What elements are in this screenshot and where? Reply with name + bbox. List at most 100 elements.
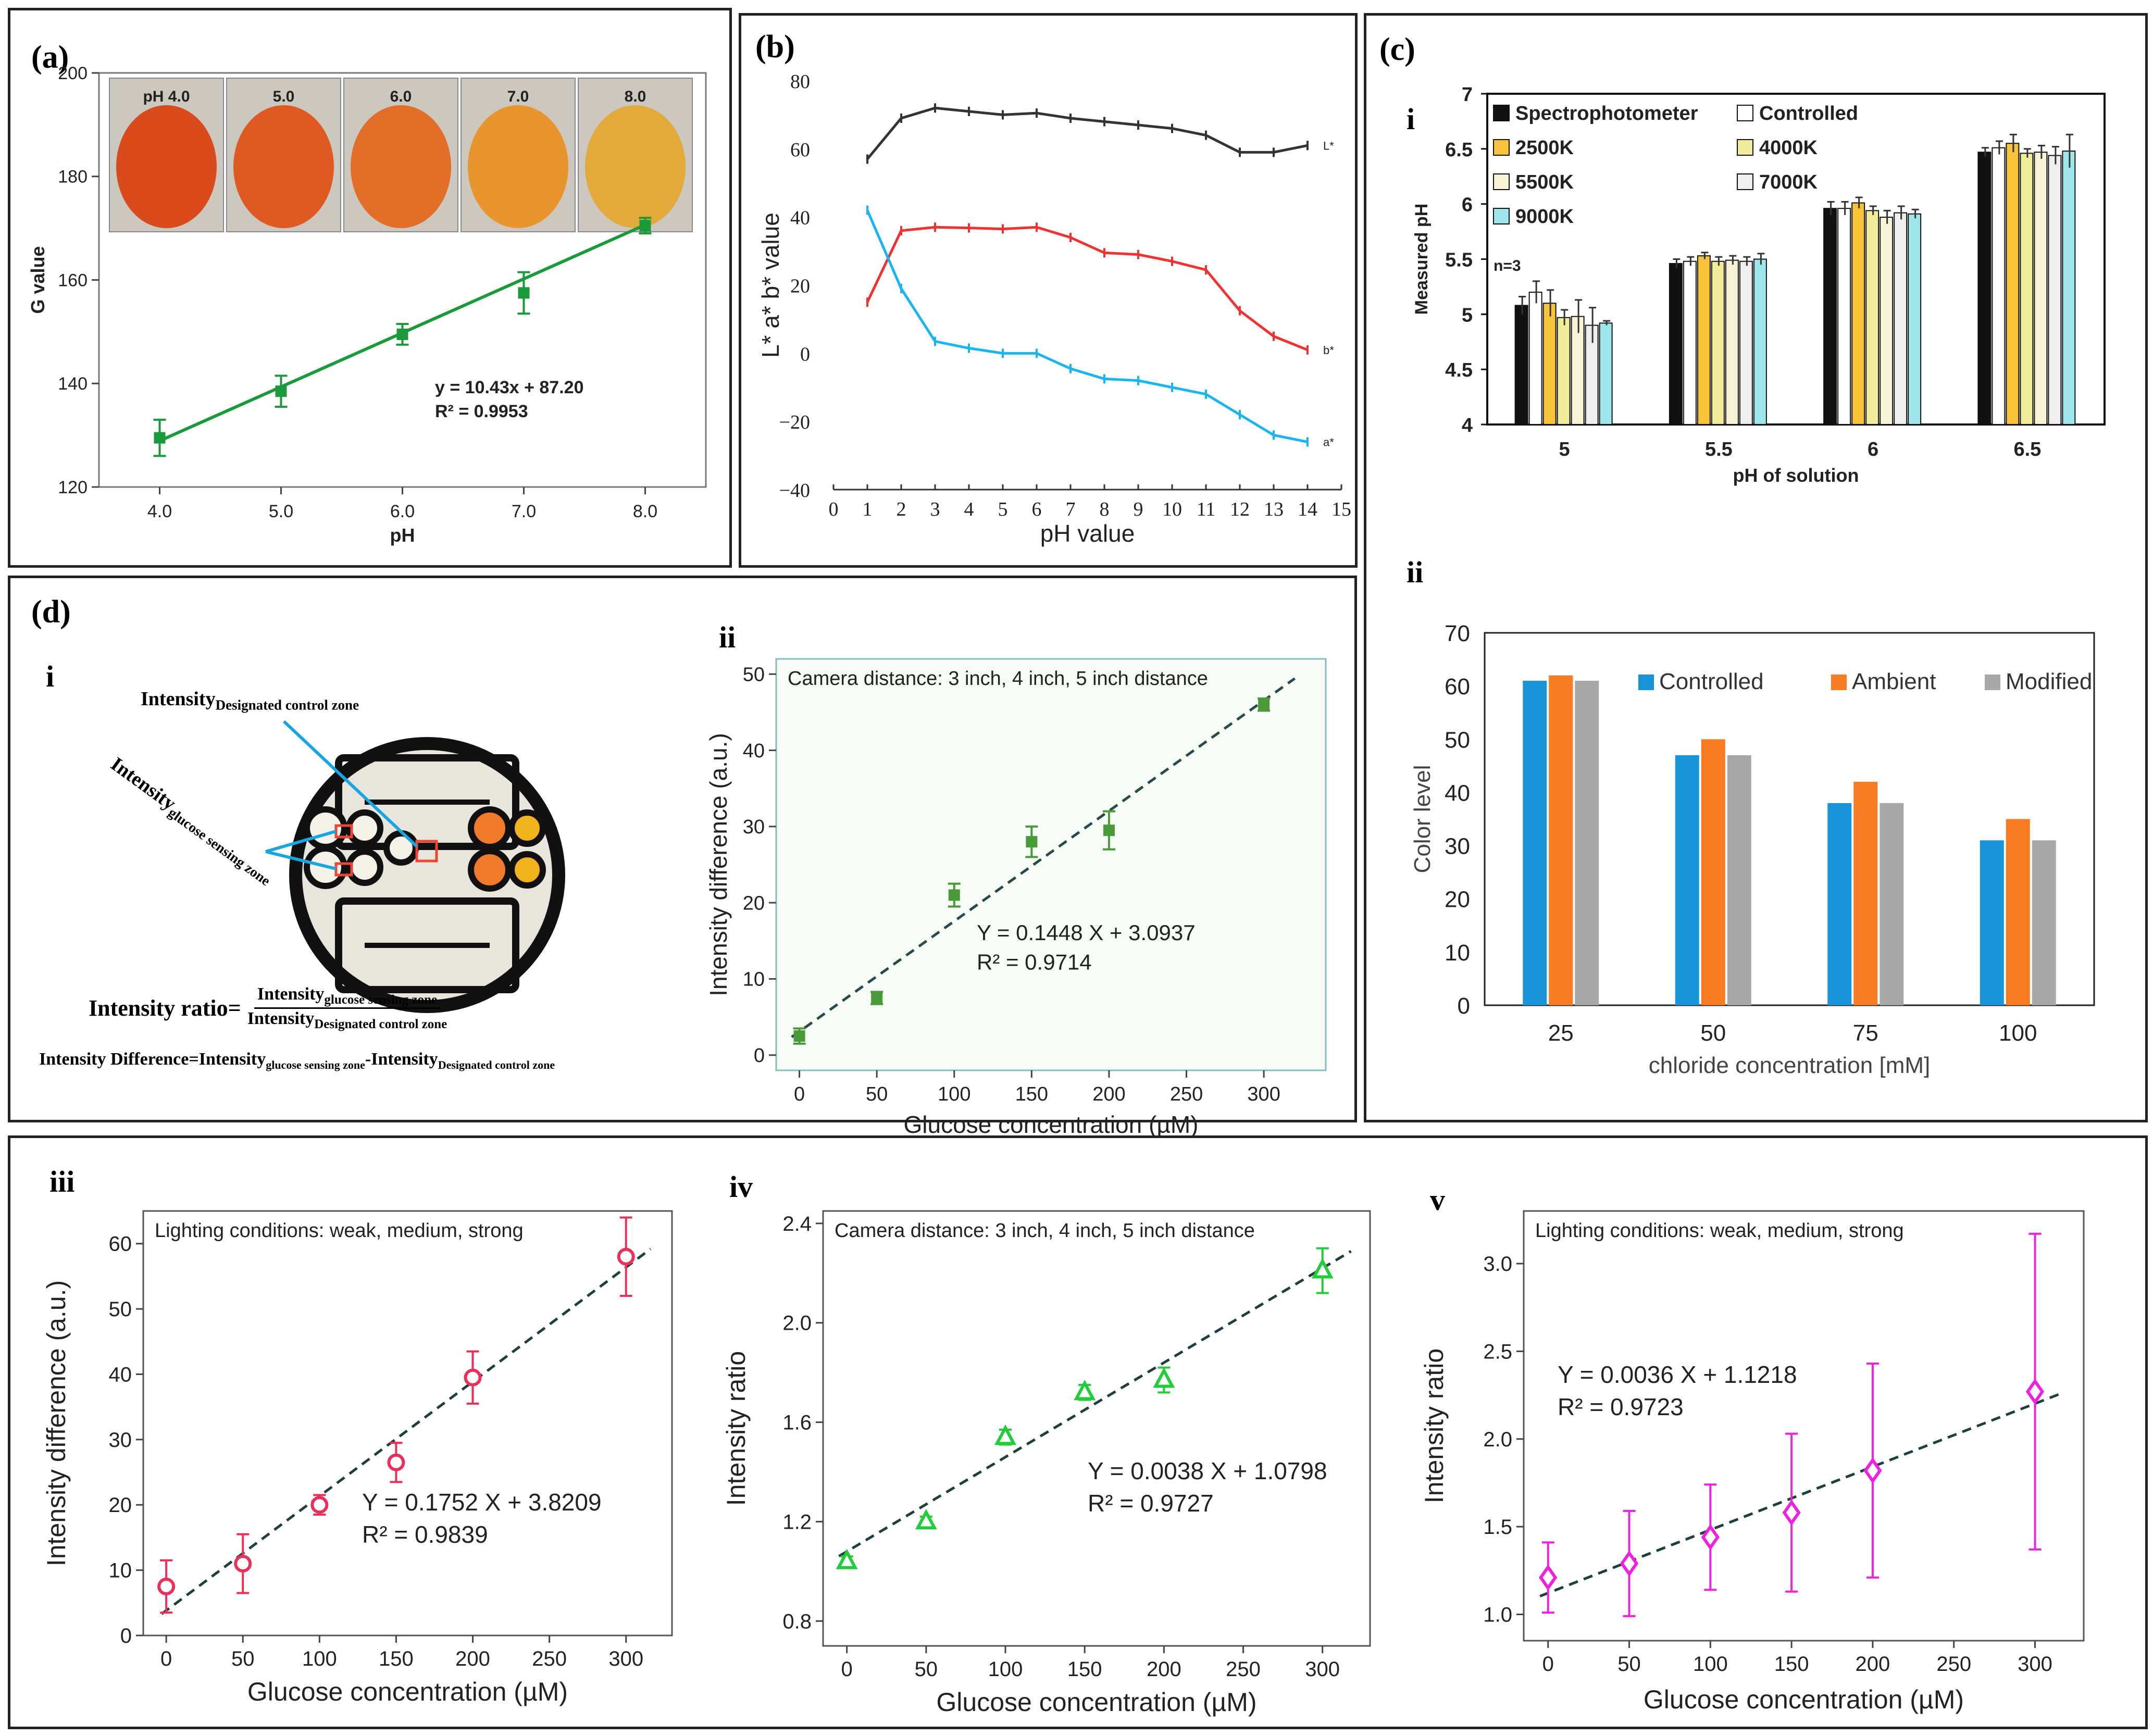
d-iii-xtick-label: 50 <box>231 1647 255 1670</box>
c-ii-legend-label: Modified <box>2006 669 2092 694</box>
d-iii-point <box>157 1577 176 1595</box>
c-i-legend-swatch <box>1737 105 1753 121</box>
b-xtick-label: 12 <box>1230 498 1250 520</box>
c-i-bar <box>2048 155 2062 425</box>
d-v-ylabel: Intensity ratio <box>1420 1348 1449 1503</box>
panel-d-sub-iv: iv <box>729 1170 753 1204</box>
ratio-num-sub: glucose sensing zone <box>324 992 438 1007</box>
a-xtick-label: 5.0 <box>269 502 293 521</box>
a-point <box>639 220 651 232</box>
c-i-bar <box>1571 316 1585 425</box>
d-iii-ytick-label: 20 <box>109 1494 132 1517</box>
d-iii-point <box>310 1496 329 1514</box>
c-i-bar <box>1599 322 1613 425</box>
d-iii-ytick-label: 60 <box>109 1233 132 1256</box>
d-ii-ytick-label: 20 <box>743 892 765 914</box>
d-iii-ytick-label: 50 <box>109 1298 132 1321</box>
c-i-bar <box>2020 153 2034 425</box>
d-iv-point <box>1153 1367 1175 1388</box>
d-iv-ytick-label: 0.8 <box>782 1610 812 1633</box>
d-v-point <box>1863 1457 1882 1484</box>
c-ii-bar <box>2032 840 2056 1005</box>
d-v-xlabel: Glucose concentration (µM) <box>1644 1685 1964 1714</box>
d-ii-point <box>948 889 960 901</box>
d-ii-point <box>1103 825 1115 836</box>
c-ii-ytick-label: 10 <box>1445 940 1470 966</box>
a-point <box>518 287 530 299</box>
diff-sub1: glucose sensing zone <box>266 1058 365 1071</box>
c-i-bar <box>1697 255 1711 425</box>
c-i-bar <box>1542 303 1557 426</box>
a-xtick-label: 4.0 <box>147 502 172 521</box>
panel-d-lower-frame <box>8 1135 2148 1729</box>
b-ytick-label: 80 <box>790 71 810 93</box>
ratio-fraction: Intensityglucose sensing zone IntensityD… <box>244 984 451 1032</box>
d-iv-point <box>836 1548 858 1569</box>
d-v-fit-line <box>1539 1392 2062 1597</box>
c-i-legend-swatch <box>1493 105 1510 121</box>
panel-d-label: (d) <box>31 594 71 630</box>
b-ytick-label: −20 <box>779 411 810 433</box>
a-xtick-label: 6.0 <box>390 502 415 521</box>
b-ytick-label: 0 <box>800 343 810 365</box>
photo-ph-label: 6.0 <box>390 88 412 105</box>
d-v-xtick-label: 100 <box>1693 1653 1728 1676</box>
d-iii-r-squared: R² = 0.9839 <box>362 1521 488 1548</box>
d-v-point <box>1701 1524 1720 1551</box>
b-xtick-label: 1 <box>863 498 873 520</box>
photo-sample-spot <box>116 105 217 228</box>
b-ytick-label: −40 <box>779 480 810 502</box>
b-series-end-label: a* <box>1323 435 1334 448</box>
c-ii-bar <box>1853 782 1878 1005</box>
c-i-note: n=3 <box>1494 257 1521 274</box>
d-v-xtick-label: 200 <box>1856 1653 1890 1676</box>
b-xtick-label: 10 <box>1162 498 1182 520</box>
d-iii-xtick-label: 150 <box>379 1647 414 1670</box>
c-ii-ytick-label: 70 <box>1445 621 1470 646</box>
b-xtick-label: 9 <box>1134 498 1143 520</box>
d-v-xtick-label: 150 <box>1774 1653 1809 1676</box>
d-v-plot-frame <box>1523 1210 2085 1642</box>
d-ii-point <box>871 992 883 1004</box>
d-ii-point <box>1026 836 1038 848</box>
b-xtick-label: 4 <box>964 498 974 520</box>
c-i-ytick-label: 6 <box>1462 194 1473 216</box>
c-i-legend-label: Spectrophotometer <box>1515 103 1698 124</box>
a-ylabel: G value <box>27 246 48 314</box>
c-ii-bar <box>2006 819 2030 1005</box>
c-ii-ytick-label: 0 <box>1458 993 1470 1019</box>
panel-b-frame <box>739 13 1358 568</box>
d-iv-xtick-label: 250 <box>1226 1658 1261 1681</box>
c-ii-bar <box>1575 680 1599 1005</box>
b-series-end-label: L* <box>1323 139 1334 152</box>
ratio-formula: Intensity ratio= Intensityglucose sensin… <box>89 984 450 1032</box>
c-i-category-label: 6 <box>1868 439 1878 460</box>
a-ytick-label: 160 <box>58 270 88 290</box>
c-i-ylabel: Measured pH <box>1412 204 1432 315</box>
c-ii-bar <box>1827 803 1852 1005</box>
c-i-ytick-label: 4.5 <box>1445 359 1473 381</box>
photo-ph-label: 7.0 <box>507 88 529 105</box>
a-point <box>154 432 166 444</box>
d-ii-ylabel: Intensity difference (a.u.) <box>705 733 732 996</box>
d-v-xtick-label: 300 <box>2018 1653 2052 1676</box>
a-ytick-label: 140 <box>58 374 88 394</box>
ratio-den-text: Intensity <box>247 1008 315 1028</box>
panel-d-sub-iii: iii <box>49 1165 75 1198</box>
b-xtick-label: 0 <box>829 498 839 520</box>
c-ii-ytick-label: 20 <box>1445 887 1470 913</box>
a-point <box>275 385 287 397</box>
d-iii-xtick-label: 300 <box>608 1647 643 1670</box>
c-ii-legend-swatch <box>1985 675 2000 690</box>
d-ii-point <box>793 1030 805 1042</box>
c-i-category-label: 5 <box>1559 439 1570 460</box>
c-ii-category-label: 75 <box>1853 1020 1878 1046</box>
c-ii-plot-frame <box>1484 632 2095 1006</box>
b-xtick-label: 11 <box>1197 498 1216 520</box>
b-ylabel: L* a* b* value <box>757 213 784 358</box>
d-iv-ylabel: Intensity ratio <box>721 1351 751 1506</box>
c-i-category-label: 5.5 <box>1705 439 1733 460</box>
a-ytick-label: 180 <box>58 167 88 187</box>
d-iii-ytick-label: 0 <box>120 1625 132 1647</box>
